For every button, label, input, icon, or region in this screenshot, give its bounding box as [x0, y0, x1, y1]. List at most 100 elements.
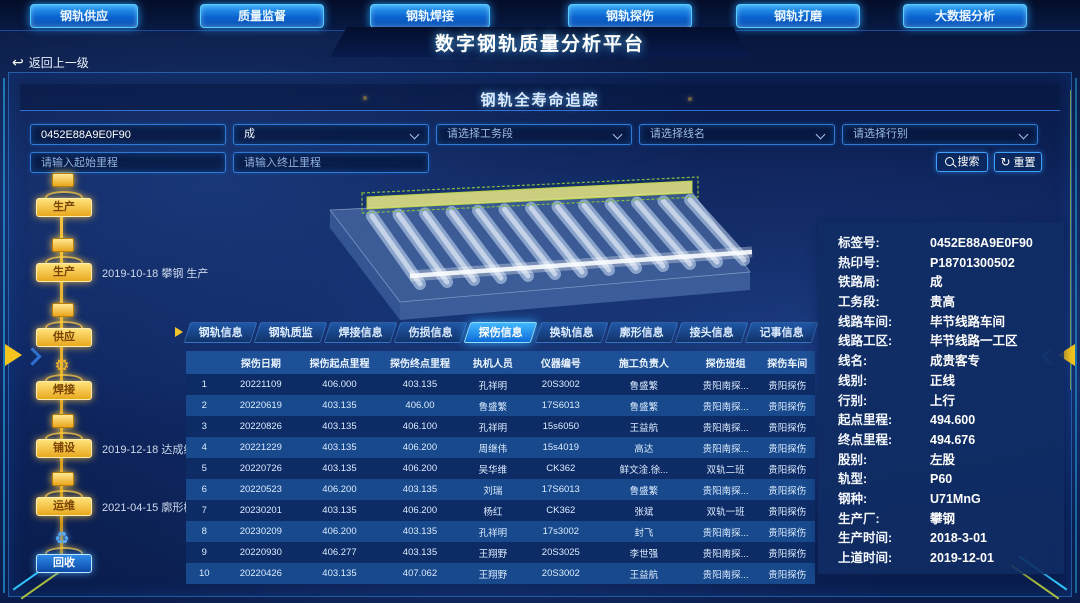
column-header: 探伤车间 — [759, 351, 815, 374]
tab-9[interactable]: 记事信息 — [744, 322, 819, 343]
search-button[interactable]: 搜索 — [936, 152, 988, 172]
nav-button-3[interactable]: 钢轨焊接 — [370, 4, 490, 28]
detail-row: 股别: 左股 — [838, 451, 1064, 471]
right-accent-line — [1070, 90, 1071, 390]
table-cell: 贵阳探伤 — [768, 401, 807, 413]
left-arrow-icon — [5, 344, 22, 366]
table-cell: 406.200 — [402, 442, 438, 453]
table-cell: 9 — [201, 547, 207, 558]
table-cell: 403.135 — [322, 442, 357, 453]
table-cell: 王益航 — [629, 569, 659, 581]
table-cell: 贵阳探伤 — [768, 443, 807, 455]
detail-value: U71MnG — [930, 491, 981, 506]
table-cell: 403.135 — [402, 379, 438, 390]
table-row[interactable]: 6 20220523 406.200 403.135 刘瑞 17S6013 鲁盛繁 贵阳南探.… — [186, 479, 815, 500]
table-row[interactable]: 9 20220930 406.277 403.135 王翔野 20S3025 李世强 贵阳南探… — [186, 542, 815, 563]
end-mileage-input[interactable] — [233, 152, 429, 173]
detail-row: 工务段: 贵高 — [838, 293, 1064, 313]
nav-button-2[interactable]: 质量监督 — [200, 4, 324, 28]
detail-value: 毕节线路车间 — [930, 314, 1006, 329]
timeline-stage-6[interactable]: 运维 — [36, 497, 92, 516]
table-cell: 封飞 — [634, 527, 654, 539]
table-cell: 20220619 — [239, 400, 282, 411]
detail-value: 上行 — [930, 393, 956, 408]
column-header: 执机人员 — [460, 351, 526, 374]
tab-6[interactable]: 换轨信息 — [534, 322, 609, 343]
direction-select[interactable]: 请选择行别 — [842, 124, 1038, 145]
table-row[interactable]: 7 20230201 403.135 406.200 杨红 CK362 张斌 双轨一班 贵阳探伤 — [186, 500, 815, 521]
table-cell: 403.135 — [322, 463, 357, 474]
selected-rail-highlight[interactable] — [366, 180, 693, 210]
table-cell: 贵阳南探... — [702, 548, 749, 560]
timeline-stage-1[interactable]: 生产 — [36, 198, 92, 217]
slab-front-face — [400, 272, 750, 320]
timeline-stage-3[interactable]: 供应 — [36, 328, 92, 347]
table-cell: 406.200 — [322, 484, 357, 495]
tab-3[interactable]: 焊接信息 — [323, 322, 398, 343]
sleeper-core — [528, 205, 585, 275]
tab-5[interactable]: 探伤信息 — [464, 322, 538, 343]
tag-number-input[interactable] — [30, 124, 226, 145]
table-row[interactable]: 1 20221109 406.000 403.135 孔祥明 20S3002 鲁盛繁 贵阳南探… — [186, 374, 815, 395]
detail-row: 标签号: 0452E88A9E0F90 — [838, 234, 1064, 254]
table-cell: 403.135 — [322, 421, 357, 432]
rail-3d-model[interactable] — [292, 176, 767, 320]
detail-row: 生产厂: 攀钢 — [838, 510, 1064, 530]
tab-7[interactable]: 廓形信息 — [604, 322, 679, 343]
tab-2[interactable]: 钢轨质监 — [253, 322, 328, 343]
table-cell: 鲁盛繁 — [629, 485, 659, 497]
back-link[interactable]: ↩ 返回上一级 — [12, 54, 89, 71]
table-cell: 20230209 — [239, 526, 282, 537]
table-row[interactable]: 3 20220826 403.135 406.100 孔祥明 15s6050 王益航 贵阳南探… — [186, 416, 815, 437]
tab-8[interactable]: 接头信息 — [674, 322, 749, 343]
line-name-select[interactable]: 请选择线名 — [639, 124, 835, 145]
nav-button-5[interactable]: 钢轨打磨 — [736, 4, 860, 28]
table-cell: 鲁盛繁 — [629, 380, 659, 392]
detail-value: 贵高 — [930, 295, 956, 310]
table-row[interactable]: 4 20221229 403.135 406.200 周继伟 15s4019 高达 贵阳南探.… — [186, 437, 815, 458]
top-nav-bar: 钢轨供应 质量监督 钢轨焊接 钢轨探伤 钢轨打磨 大数据分析 — [0, 0, 1080, 31]
reset-button[interactable]: ↻ 重置 — [994, 152, 1042, 172]
line-name-placeholder: 请选择线名 — [650, 128, 705, 140]
railway-bureau-select[interactable]: 成 — [233, 124, 429, 145]
detail-value: 成 — [930, 275, 943, 290]
nav-button-4[interactable]: 钢轨探伤 — [568, 4, 692, 28]
table-cell: 双轨二班 — [706, 464, 745, 476]
detail-label: 股别: — [838, 452, 868, 467]
timeline-stage-7[interactable]: 回收 — [36, 554, 92, 573]
detail-value: 2018-3-01 — [930, 531, 987, 546]
depot-select[interactable]: 请选择工务段 — [436, 124, 632, 145]
detail-row: 轨型: P60 — [838, 470, 1064, 490]
table-row[interactable]: 2 20220619 403.135 406.00 鲁盛繁 17S6013 鲁盛繁 贵阳南探.… — [186, 395, 815, 416]
timeline-stage-2[interactable]: 生产 — [36, 263, 92, 282]
chevron-down-icon — [612, 129, 623, 140]
timeline-stage-5[interactable]: 铺设 — [36, 439, 92, 458]
table-cell: 17S6013 — [541, 400, 580, 411]
back-label: 返回上一级 — [28, 56, 89, 70]
table-cell: 5 — [201, 463, 207, 474]
table-cell: CK362 — [546, 463, 576, 474]
column-header: 探伤班组 — [691, 351, 760, 374]
timeline-stage-4[interactable]: 焊接 — [36, 381, 92, 400]
table-cell: 双轨一班 — [706, 506, 745, 518]
tab-4[interactable]: 伤损信息 — [393, 322, 468, 343]
table-cell: 贵阳探伤 — [768, 485, 807, 497]
table-cell: 403.135 — [402, 547, 438, 558]
detail-label: 钢种: — [838, 491, 868, 506]
title-backdrop — [330, 27, 750, 57]
table-row[interactable]: 8 20230209 406.200 403.135 孔祥明 17s3002 封飞 贵阳南探.… — [186, 521, 815, 542]
table-cell: 20220826 — [239, 421, 282, 432]
start-mileage-input[interactable] — [30, 152, 226, 173]
detail-label: 上道时间: — [838, 551, 893, 565]
table-cell: 王翔野 — [478, 548, 508, 560]
nav-button-6[interactable]: 大数据分析 — [903, 4, 1027, 28]
nav-button-1[interactable]: 钢轨供应 — [30, 4, 138, 28]
table-cell: 1 — [201, 379, 207, 390]
selection-dashed-box — [361, 176, 699, 214]
table-row[interactable]: 5 20220726 403.135 406.200 吴华维 CK362 鲜文淦.徐... 双… — [186, 458, 815, 479]
table-row[interactable]: 10 20220426 403.135 407.062 王翔野 20S3002 王益航 贵阳南… — [186, 563, 815, 584]
detail-label: 行别: — [838, 393, 868, 408]
detail-value: P18701300502 — [930, 255, 1015, 270]
tab-1[interactable]: 钢轨信息 — [183, 322, 258, 343]
table-cell: 403.135 — [402, 526, 438, 537]
